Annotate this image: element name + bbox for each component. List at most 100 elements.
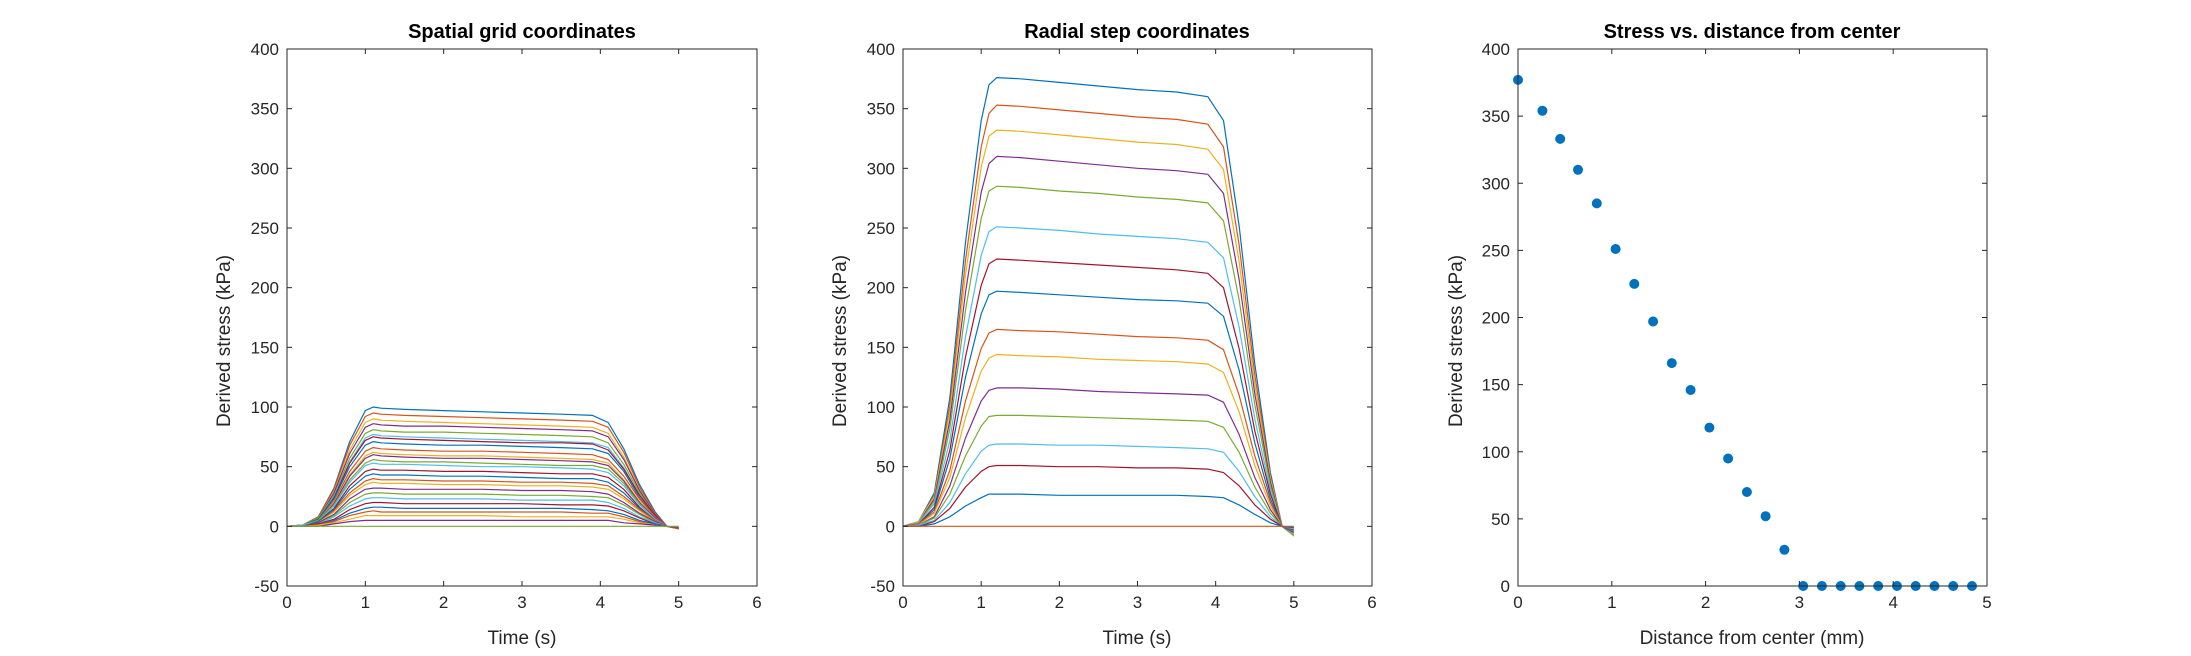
series-line bbox=[903, 464, 1294, 529]
x-tick-label: 6 bbox=[1367, 593, 1376, 612]
series-line bbox=[287, 487, 679, 530]
y-axis-label: Derived stress (kPa) bbox=[1446, 255, 1467, 427]
series-line bbox=[903, 414, 1294, 530]
x-tick-label: 6 bbox=[752, 593, 761, 612]
chart-title: Stress vs. distance from center bbox=[1604, 21, 1901, 43]
y-tick-label: 250 bbox=[867, 219, 895, 238]
y-tick-label: 200 bbox=[251, 279, 279, 298]
x-tick-label: 5 bbox=[674, 593, 683, 612]
x-tick-label: 2 bbox=[1055, 593, 1064, 612]
series-line bbox=[903, 155, 1295, 536]
series-line bbox=[903, 443, 1294, 530]
data-point bbox=[1704, 422, 1715, 433]
series-line bbox=[287, 510, 679, 530]
y-tick-label: 200 bbox=[867, 279, 895, 298]
x-tick-label: 1 bbox=[1607, 593, 1616, 612]
y-axis-label: Derived stress (kPa) bbox=[830, 255, 851, 427]
series-line bbox=[903, 104, 1295, 537]
data-point bbox=[1591, 198, 1602, 209]
y-tick-label: 350 bbox=[251, 100, 279, 119]
data-layer bbox=[287, 406, 679, 530]
y-tick-label: 300 bbox=[251, 159, 279, 178]
series-line bbox=[287, 454, 679, 530]
data-point bbox=[1610, 244, 1621, 254]
y-tick-label: 250 bbox=[1482, 241, 1510, 260]
x-tick-label: 0 bbox=[1513, 593, 1522, 612]
y-tick-label: 100 bbox=[867, 398, 895, 417]
data-point bbox=[1741, 487, 1752, 497]
series-line bbox=[287, 473, 679, 530]
y-tick-label: 350 bbox=[1482, 107, 1510, 126]
x-tick-label: 5 bbox=[1289, 593, 1298, 612]
series-line bbox=[903, 226, 1295, 535]
series-line bbox=[287, 492, 679, 530]
series-line bbox=[287, 429, 679, 530]
panel-spatial-grid: Spatial grid coordinates 0 1 2 3 4 5 6-5005010… bbox=[214, 21, 762, 649]
data-point bbox=[1573, 164, 1583, 175]
y-tick-label: 0 bbox=[886, 517, 895, 536]
y-tick-label: 300 bbox=[867, 159, 895, 178]
y-tick-label: 100 bbox=[251, 398, 279, 417]
y-axis-label: Derived stress (kPa) bbox=[214, 255, 235, 427]
series-line bbox=[287, 458, 679, 530]
y-tick-label: 400 bbox=[251, 40, 279, 59]
data-point bbox=[1760, 511, 1771, 522]
y-tick-label: -50 bbox=[254, 577, 279, 596]
series-line bbox=[287, 412, 679, 530]
series-line bbox=[903, 328, 1295, 532]
x-tick-label: 3 bbox=[1795, 593, 1804, 612]
series-line bbox=[287, 436, 679, 530]
series-line bbox=[287, 447, 679, 530]
x-tick-label: 0 bbox=[282, 593, 291, 612]
data-layer bbox=[903, 76, 1295, 537]
y-tick-label: 150 bbox=[1482, 376, 1510, 395]
data-point bbox=[1648, 316, 1659, 327]
y-tick-label: 200 bbox=[1482, 309, 1510, 328]
y-tick-label: 400 bbox=[867, 40, 895, 59]
y-tick-label: 150 bbox=[251, 338, 279, 357]
series-line bbox=[287, 478, 679, 530]
y-tick-label: 350 bbox=[867, 100, 895, 119]
series-line bbox=[287, 506, 679, 530]
series-line bbox=[287, 441, 679, 530]
y-tick-label: 0 bbox=[270, 517, 279, 536]
data-point bbox=[1629, 278, 1640, 289]
chart-title: Spatial grid coordinates bbox=[408, 21, 636, 43]
series-line bbox=[287, 481, 679, 530]
x-tick-label: 0 bbox=[898, 593, 907, 612]
y-tick-label: 250 bbox=[251, 219, 279, 238]
x-tick-label: 3 bbox=[517, 593, 526, 612]
panel-stress-vs-distance: Stress vs. distance from center 0 1 2 3 4 505… bbox=[1446, 21, 1992, 649]
series-line bbox=[287, 519, 679, 529]
data-point bbox=[1666, 358, 1677, 369]
panel-radial-step: Radial step coordinates 0 1 2 3 4 5 6-50050100… bbox=[830, 21, 1377, 649]
x-tick-label: 2 bbox=[439, 593, 448, 612]
series-line bbox=[903, 387, 1294, 531]
y-tick-label: 50 bbox=[260, 458, 279, 477]
series-line bbox=[903, 76, 1295, 537]
y-tick-label: 300 bbox=[1482, 174, 1510, 193]
series-line bbox=[287, 501, 679, 530]
y-tick-label: 0 bbox=[1501, 577, 1510, 596]
series-line bbox=[903, 493, 1294, 529]
x-axis-label: Distance from center (mm) bbox=[1640, 628, 1865, 649]
series-line bbox=[287, 497, 679, 530]
data-point bbox=[1685, 385, 1696, 395]
x-axis-label: Time (s) bbox=[1103, 628, 1172, 649]
data-point bbox=[1779, 544, 1790, 555]
series-line bbox=[903, 353, 1294, 531]
series-line bbox=[903, 185, 1295, 536]
x-tick-label: 2 bbox=[1701, 593, 1710, 612]
series-line bbox=[903, 290, 1295, 533]
chart-title: Radial step coordinates bbox=[1024, 21, 1250, 43]
y-tick-label: 50 bbox=[876, 458, 895, 477]
y-tick-label: 400 bbox=[1482, 40, 1510, 59]
x-tick-label: 4 bbox=[596, 593, 605, 612]
series-line bbox=[903, 129, 1295, 537]
data-point bbox=[1723, 453, 1734, 464]
